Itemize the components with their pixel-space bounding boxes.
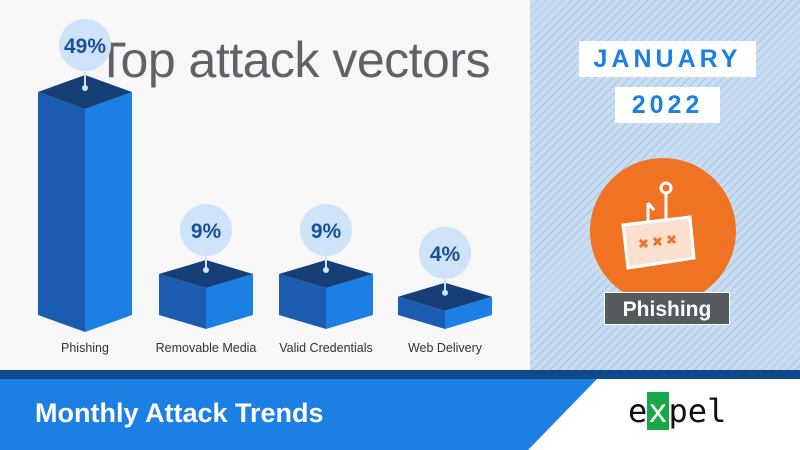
featured-badge (590, 158, 736, 304)
value-bubble (419, 226, 471, 279)
year-label: 2022 (615, 87, 720, 123)
data-label: 49% (64, 35, 106, 58)
chart-title: Top attack vectors (96, 32, 490, 88)
bar-top-face (398, 282, 492, 311)
bubble-connector-dot (442, 289, 448, 296)
bar-top-face (38, 75, 132, 110)
fish-hook-icon (621, 181, 696, 270)
bar-top-face (279, 260, 373, 289)
bar-chart: 49% Phishing 9% Removable Media 9% Valid Cred… (38, 19, 492, 355)
category-label: Phishing (61, 341, 109, 355)
data-label: 9% (191, 220, 222, 243)
bar-right-face (445, 296, 492, 329)
bar-right-face (206, 274, 253, 329)
footer-stripe (0, 370, 800, 379)
bar-left-face (279, 274, 326, 329)
bar-top-face (159, 260, 253, 289)
value-bubble (59, 19, 111, 72)
bubble-connector-dot (323, 267, 329, 274)
bar-right-face (326, 274, 373, 329)
bar-left-face (38, 92, 85, 332)
bubble-connector-dot (203, 267, 209, 274)
value-bubble (180, 204, 232, 257)
data-label: 4% (430, 243, 461, 266)
bubble-connector-dot (82, 85, 88, 92)
month-label: JANUARY (579, 41, 756, 77)
value-bubble (300, 204, 352, 257)
category-label: Valid Credentials (279, 341, 373, 355)
category-label: Web Delivery (408, 341, 483, 355)
bar-left-face (398, 296, 445, 329)
bar-right-face (85, 92, 132, 332)
data-label: 9% (311, 220, 342, 243)
featured-label: Phishing (604, 292, 730, 325)
expel-logo: expel (628, 392, 727, 430)
footer-title: Monthly Attack Trends (35, 398, 324, 428)
bar-left-face (159, 274, 206, 329)
category-label: Removable Media (156, 341, 257, 355)
